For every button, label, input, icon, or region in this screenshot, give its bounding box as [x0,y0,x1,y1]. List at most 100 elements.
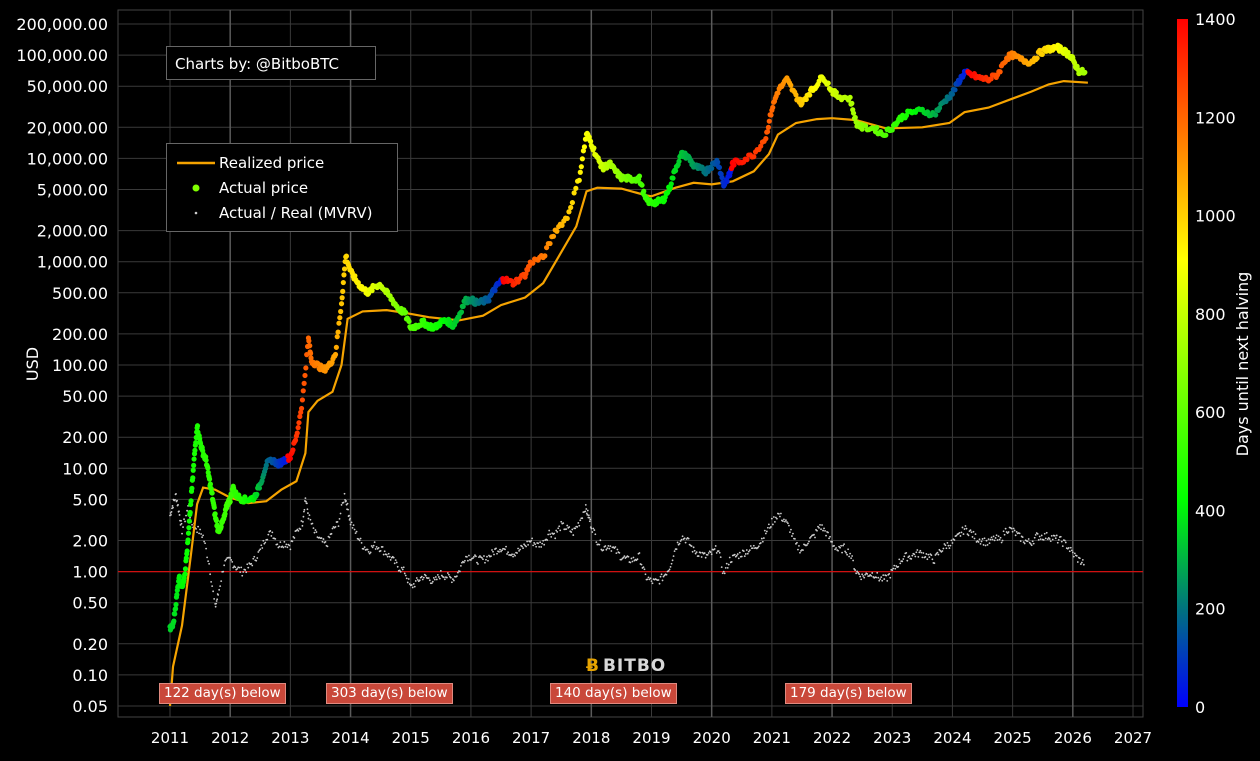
mvrv-point [189,516,191,519]
mvrv-point [581,517,584,520]
price-point [189,485,195,491]
mvrv-point [530,539,533,542]
mvrv-point [285,543,288,546]
mvrv-point [719,556,722,559]
legend-item-mvrv[interactable]: Actual / Real (MVRV) [167,202,397,224]
mvrv-point [627,555,630,558]
mvrv-point [1036,532,1039,535]
price-point [184,548,190,554]
mvrv-point [951,542,954,544]
mvrv-point [198,532,200,535]
mvrv-point [615,552,618,555]
mvrv-point [771,523,774,526]
mvrv-point [362,548,365,550]
mvrv-point [418,579,421,582]
mvrv-point [490,555,492,558]
mvrv-point [841,551,843,554]
mvrv-point [270,535,273,537]
mvrv-point [586,513,589,516]
x-tick-label: 2015 [392,729,430,747]
mvrv-point [215,602,218,605]
legend-item-realized-price[interactable]: Realized price [167,152,397,174]
mvrv-point [1039,538,1042,541]
mvrv-point [798,544,800,547]
mvrv-point [851,555,854,557]
price-point [571,190,577,196]
mvrv-point [950,539,953,542]
mvrv-point [278,545,281,548]
mvrv-point [404,574,407,577]
mvrv-point [399,570,402,573]
mvrv-point [592,527,595,530]
price-point [825,80,831,86]
price-point [185,530,192,536]
mvrv-point [820,528,822,531]
x-tick-label: 2027 [1114,729,1152,747]
mvrv-point [259,548,262,551]
x-tick-label: 2025 [994,729,1032,747]
price-point [486,298,492,304]
mvrv-point [608,547,611,550]
price-point [492,288,498,294]
mvrv-point [586,509,589,512]
mvrv-point [296,528,299,531]
mvrv-point [1049,540,1052,542]
mvrv-point [435,578,438,581]
price-point [636,173,643,179]
legend[interactable]: Realized price Actual price Actual / Rea… [166,143,398,232]
mvrv-point [918,551,921,554]
mvrv-point [594,533,597,536]
mvrv-point [588,520,591,523]
mvrv-point [797,548,799,551]
mvrv-point [726,567,729,569]
mvrv-point [312,527,315,529]
mvrv-point [1001,539,1004,542]
price-point [581,144,588,150]
mvrv-point [183,518,185,521]
mvrv-point [920,551,923,554]
mvrv-point [911,554,914,557]
mvrv-point [507,551,509,554]
mvrv-point [501,549,503,552]
mvrv-point [834,548,836,551]
mvrv-point [777,512,780,515]
mvrv-point [668,568,671,571]
mvrv-point [908,555,911,558]
mvrv-point [749,545,752,547]
x-tick-label: 2013 [271,729,309,747]
mvrv-point [779,515,781,518]
mvrv-point [970,531,973,534]
mvrv-point [810,535,812,538]
legend-item-actual-price[interactable]: Actual price [167,177,397,199]
mvrv-point [432,576,435,579]
mvrv-point [521,545,523,548]
mvrv-point [1068,550,1071,553]
mvrv-point [308,514,311,517]
mvrv-point [1012,527,1015,530]
mvrv-point [1079,563,1082,565]
mvrv-point [314,529,317,531]
y-tick-label: 5,000.00 [37,180,108,199]
mvrv-point [593,529,596,531]
mvrv-point [670,562,673,565]
price-point [172,606,179,612]
mvrv-point [338,517,341,520]
price-point [564,215,570,222]
price-point [523,271,529,277]
mvrv-point [241,574,244,577]
mvrv-point [416,578,419,581]
mvrv-point [306,502,308,505]
mvrv-point [320,537,323,539]
mvrv-point [537,542,540,545]
mvrv-point [903,555,906,558]
price-point [287,455,293,462]
mvrv-point [473,555,475,558]
mvrv-point [680,538,683,541]
mvrv-point [303,510,305,513]
mvrv-point [1015,530,1018,533]
price-point [185,537,191,543]
mvrv-point [546,539,549,541]
mvrv-point [742,550,745,553]
mvrv-point [264,541,267,544]
price-point [744,157,750,163]
